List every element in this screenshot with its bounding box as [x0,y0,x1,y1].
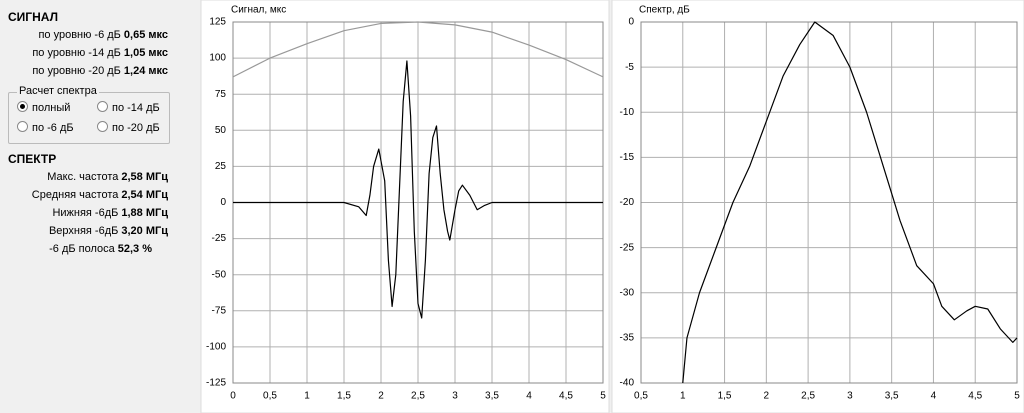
series-line [232,21,604,78]
y-tick-label: 75 [215,89,227,100]
signal-title: СИГНАЛ [8,10,58,24]
x-tick-label: 1,5 [718,391,732,402]
x-tick-label: 4,5 [968,391,982,402]
y-tick-label: -75 [212,305,227,316]
y-tick-label: -25 [212,233,227,244]
y-tick-label: -15 [620,152,635,163]
spectrum-row: Нижняя -6дБ 1,88 МГц [52,207,168,219]
x-tick-label: 4,5 [559,391,573,402]
row-value: 52,3 % [117,243,152,255]
info-panel: СИГНАЛ по уровню -6 дБ 0,65 мкс по уровню… [0,0,200,413]
spectrum-row: -6 дБ полоса 52,3 % [49,243,152,255]
series-line [233,60,603,319]
y-tick-label: -50 [212,269,227,280]
row-value: 3,20 МГц [121,225,168,237]
row-label: Верхняя -6дБ [48,225,119,237]
x-tick-label: 0,5 [263,391,277,402]
y-tick-label: 100 [209,53,226,64]
row-label: по уровню -14 дБ [32,47,121,59]
radio-label[interactable]: полный [32,102,71,114]
x-tick-label: 1 [304,391,310,402]
y-tick-label: -20 [620,197,635,208]
y-tick-label: -25 [620,242,635,253]
y-tick-label: -30 [620,287,635,298]
row-label: Нижняя -6дБ [52,207,119,219]
radio-label[interactable]: по -14 дБ [112,102,160,114]
row-value: 1,05 мкс [123,47,168,59]
y-tick-label: -40 [620,378,635,389]
y-tick-label: -100 [206,342,226,353]
x-tick-label: 3 [847,391,853,402]
spectrum-row: Средняя частота 2,54 МГц [32,189,168,201]
y-tick-label: -125 [206,378,226,389]
row-label: Средняя частота [31,189,119,201]
x-tick-label: 0,5 [634,391,648,402]
x-tick-label: 5 [600,391,606,402]
signal-row: по уровню -20 дБ 1,24 мкс [32,65,168,77]
group-title: Расчет спектра [17,85,99,97]
radio-dot[interactable] [97,121,108,132]
x-tick-label: 4 [931,391,937,402]
y-tick-label: 125 [209,17,226,28]
radio-label[interactable]: по -6 дБ [32,122,74,134]
radio-label[interactable]: по -20 дБ [112,122,160,134]
series-line [682,21,1018,384]
y-tick-label: 0 [220,197,226,208]
x-tick-label: 2 [764,391,770,402]
x-tick-label: 2,5 [801,391,815,402]
signal-row: по уровню -6 дБ 0,65 мкс [38,29,168,41]
chart-title: Спектр, дБ [639,5,690,16]
spectrum-row: Макс. частота 2,58 МГц [47,171,168,183]
radio-option[interactable]: полный [17,101,70,114]
signal-row: по уровню -14 дБ 1,05 мкс [32,47,168,59]
radio-dot[interactable] [17,101,28,112]
x-tick-label: 0 [230,391,236,402]
y-tick-label: 50 [215,125,227,136]
y-tick-label: 0 [628,17,634,28]
x-tick-label: 3,5 [485,391,499,402]
spectrum-row: Верхняя -6дБ 3,20 МГц [49,225,168,237]
x-tick-label: 3,5 [885,391,899,402]
x-tick-label: 5 [1014,391,1020,402]
radio-option[interactable]: по -14 дБ [97,101,160,114]
y-tick-label: -35 [620,333,635,344]
spectrum-calc-group: Расчет спектра полный по -14 дБ по -6 дБ по… [8,85,170,144]
radio-dot[interactable] [97,101,108,112]
x-tick-label: 2 [378,391,384,402]
radio-dot[interactable] [17,121,28,132]
x-tick-label: 4 [526,391,532,402]
radio-option[interactable]: по -20 дБ [97,121,160,134]
row-value: 1,24 мкс [123,65,168,77]
row-value: 2,54 МГц [121,189,168,201]
chart-panel [611,0,1024,413]
plot-frame [640,21,1018,384]
y-tick-label: -10 [620,107,635,118]
x-tick-label: 1 [680,391,686,402]
spectrum-title: СПЕКТР [8,152,57,166]
row-label: по уровню -20 дБ [32,65,121,77]
chart-panel [200,0,610,413]
x-tick-label: 2,5 [411,391,425,402]
radio-option[interactable]: по -6 дБ [17,121,74,134]
x-tick-label: 3 [452,391,458,402]
chart-title: Сигнал, мкс [231,5,286,16]
y-tick-label: -5 [625,62,634,73]
y-tick-label: 25 [215,161,227,172]
row-label: Макс. частота [47,171,119,183]
row-value: 0,65 мкс [123,29,168,41]
row-value: 1,88 МГц [121,207,168,219]
x-tick-label: 1,5 [337,391,351,402]
row-label: -6 дБ полоса [49,243,115,255]
row-value: 2,58 МГц [121,171,168,183]
row-label: по уровню -6 дБ [38,29,121,41]
